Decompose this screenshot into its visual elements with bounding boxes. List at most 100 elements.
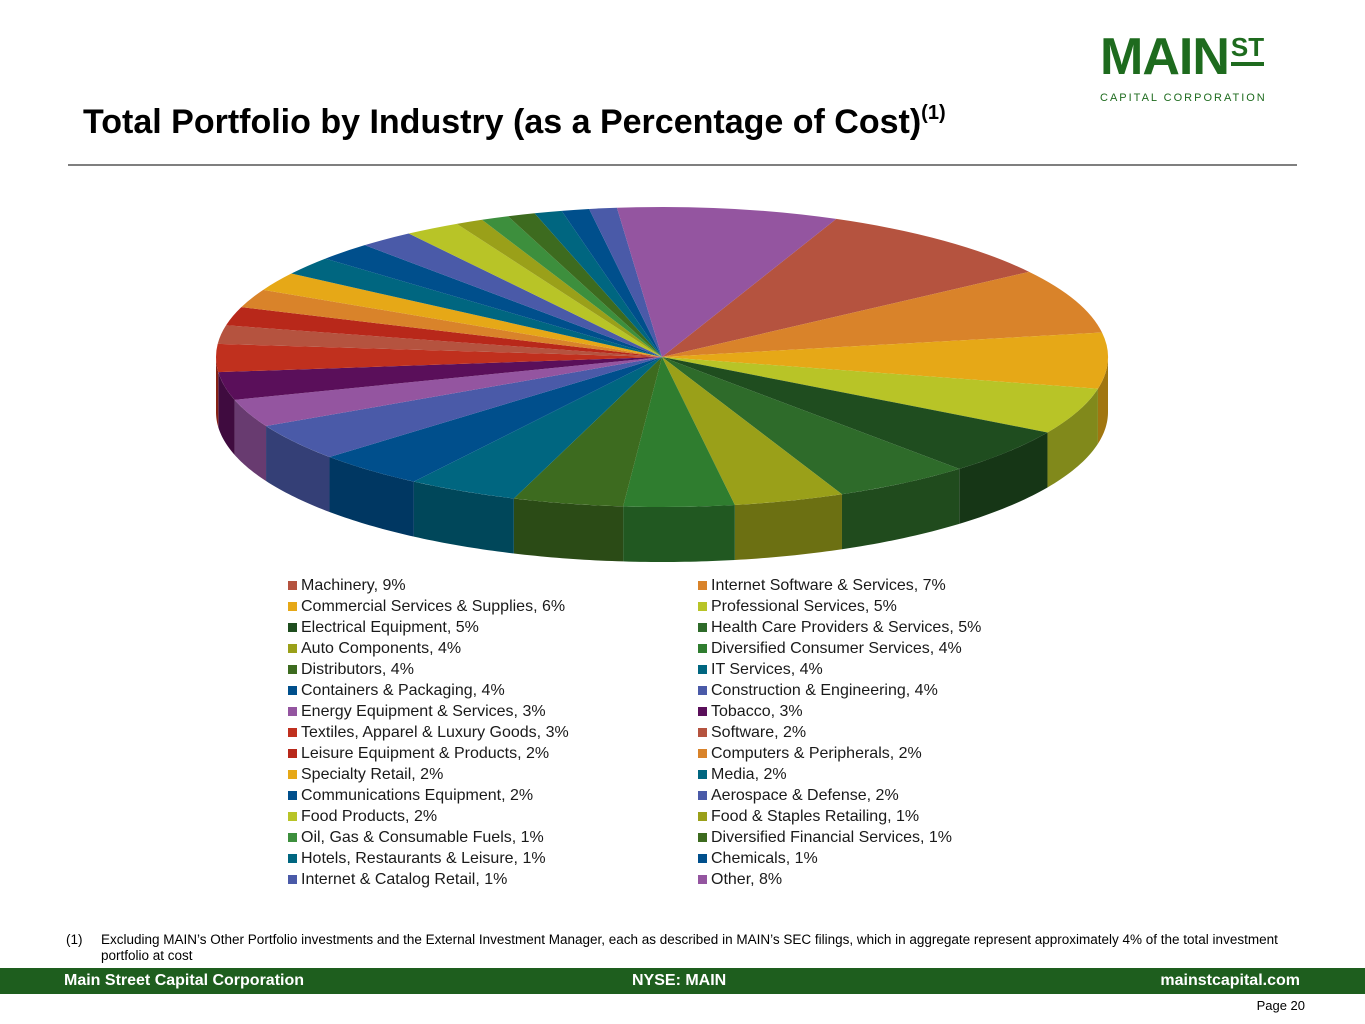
legend-label: Health Care Providers & Services, 5% (711, 619, 982, 636)
footer-website[interactable]: mainstcapital.com (1160, 972, 1300, 989)
legend-label: Leisure Equipment & Products, 2% (301, 745, 550, 762)
legend-item: Electrical Equipment, 5% (288, 617, 569, 638)
pie-slice-communications-equipment (325, 245, 662, 357)
pie-slice-health-care-providers-services (662, 357, 960, 495)
legend-label: Construction & Engineering, 4% (711, 682, 938, 699)
legend-label: IT Services, 4% (711, 661, 823, 678)
pie-slice-auto-components (662, 357, 842, 505)
pie-slice-commercial-services-supplies (662, 332, 1108, 389)
pie-slice-construction-engineering (266, 357, 662, 457)
footer-ticker: NYSE: MAIN (632, 972, 727, 989)
legend-label: Software, 2% (711, 724, 807, 741)
legend-item: Other, 8% (698, 869, 981, 890)
pie-slice-side (1047, 388, 1098, 488)
legend-swatch (288, 812, 297, 821)
legend-label: Internet Software & Services, 7% (711, 577, 946, 594)
legend-item: Diversified Financial Services, 1% (698, 827, 981, 848)
logo-st: ST (1230, 32, 1265, 66)
pie-slice-specialty-retail (263, 273, 662, 357)
legend-left: Machinery, 9% Commercial Services & Suppl… (288, 575, 569, 890)
footnote: (1) Excluding MAIN’s Other Portfolio inv… (66, 932, 1311, 964)
legend-label: Aerospace & Defense, 2% (711, 787, 899, 804)
legend-swatch (698, 707, 707, 716)
legend-item: Commercial Services & Supplies, 6% (288, 596, 569, 617)
legend-item: Specialty Retail, 2% (288, 764, 569, 785)
legend-item: Oil, Gas & Consumable Fuels, 1% (288, 827, 569, 848)
page-number: Page 20 (1256, 998, 1305, 1013)
legend-label: Oil, Gas & Consumable Fuels, 1% (301, 829, 544, 846)
pie-slice-chemicals (561, 209, 662, 357)
legend-swatch (698, 602, 707, 611)
legend-item: Energy Equipment & Services, 3% (288, 701, 569, 722)
pie-chart (216, 207, 1108, 562)
legend-swatch (288, 791, 297, 800)
pie-slice-food-products (408, 223, 662, 357)
legend-item: Construction & Engineering, 4% (698, 680, 981, 701)
legend-label: Hotels, Restaurants & Leisure, 1% (301, 850, 546, 867)
pie-slice-tobacco (218, 357, 662, 400)
legend-item: Containers & Packaging, 4% (288, 680, 569, 701)
legend-item: Health Care Providers & Services, 5% (698, 617, 981, 638)
pie-slice-diversified-consumer-services (623, 357, 735, 507)
legend-item: Internet & Catalog Retail, 1% (288, 869, 569, 890)
legend-swatch (288, 602, 297, 611)
pie-slice-side (266, 426, 330, 512)
legend-item: Machinery, 9% (288, 575, 569, 596)
legend-swatch (698, 770, 707, 779)
pie-slice-hotels-restaurants-leisure (534, 210, 662, 357)
pie-slice-side (841, 468, 960, 550)
footnote-text: Excluding MAIN’s Other Portfolio investm… (101, 932, 1278, 963)
pie-slice-leisure-equipment-products (226, 307, 662, 357)
legend-item: Textiles, Apparel & Luxury Goods, 3% (288, 722, 569, 743)
title-text: Total Portfolio by Industry (as a Percen… (83, 103, 922, 141)
pie-slice-it-services (413, 357, 662, 499)
pie-slice-side (329, 456, 414, 537)
legend-item: Food Products, 2% (288, 806, 569, 827)
legend-item: Food & Staples Retailing, 1% (698, 806, 981, 827)
legend-label: Professional Services, 5% (711, 598, 897, 615)
footer-bar: Main Street Capital Corporation NYSE: MA… (0, 968, 1365, 994)
legend-label: Machinery, 9% (301, 577, 406, 594)
legend-item: Distributors, 4% (288, 659, 569, 680)
legend-swatch (698, 791, 707, 800)
legend-item: Chemicals, 1% (698, 848, 981, 869)
legend-item: Computers & Peripherals, 2% (698, 743, 981, 764)
legend-swatch (288, 770, 297, 779)
pie-slice-side (413, 481, 514, 554)
legend-swatch (288, 665, 297, 674)
pie-slice-side (734, 494, 842, 560)
legend-item: Tobacco, 3% (698, 701, 981, 722)
pie-slice-energy-equipment-services (234, 357, 662, 427)
legend-swatch (288, 707, 297, 716)
legend-swatch (288, 833, 297, 842)
footnote-number: (1) (66, 932, 83, 947)
logo-main: MAIN (1100, 28, 1230, 86)
pie-slice-aerospace-defense (364, 233, 662, 357)
legend-item: Auto Components, 4% (288, 638, 569, 659)
legend-swatch (698, 623, 707, 632)
legend-label: Food & Staples Retailing, 1% (711, 808, 920, 825)
legend-swatch (288, 854, 297, 863)
pie-slice-diversified-financial-services (507, 213, 662, 357)
legend-swatch (288, 644, 297, 653)
pie-slice-internet-software-services (662, 271, 1103, 357)
legend-label: Specialty Retail, 2% (301, 766, 444, 783)
legend-swatch (698, 644, 707, 653)
legend-swatch (288, 581, 297, 590)
title-footnote-ref: (1) (921, 102, 946, 124)
pie-slice-media (291, 258, 662, 357)
legend-swatch (698, 728, 707, 737)
legend-item: Communications Equipment, 2% (288, 785, 569, 806)
legend-swatch (288, 728, 297, 737)
pie-slice-side (216, 357, 219, 428)
legend-swatch (698, 854, 707, 863)
legend-swatch (698, 875, 707, 884)
pie-slice-side (1097, 357, 1108, 444)
pie-slice-computers-peripherals (241, 289, 662, 357)
legend-swatch (698, 749, 707, 758)
legend-swatch (288, 875, 297, 884)
pie-slice-side (234, 399, 267, 482)
pie-slice-food-staples-retailing (456, 219, 662, 357)
legend-label: Tobacco, 3% (711, 703, 803, 720)
